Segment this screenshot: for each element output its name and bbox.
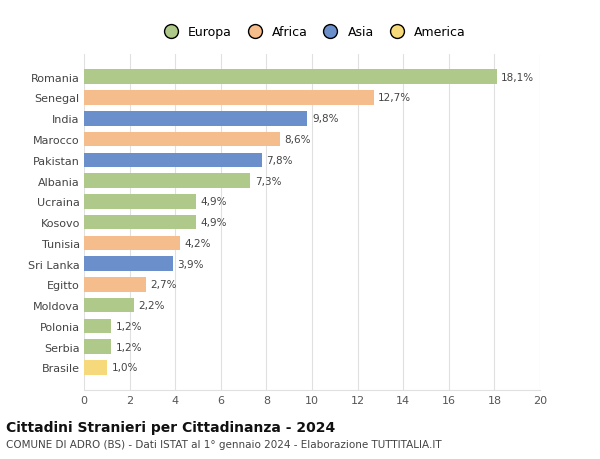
Text: 9,8%: 9,8% — [312, 114, 338, 124]
Text: 4,9%: 4,9% — [200, 197, 227, 207]
Text: 18,1%: 18,1% — [501, 73, 535, 83]
Bar — [84, 278, 146, 292]
Bar — [84, 257, 173, 271]
Text: 4,2%: 4,2% — [184, 238, 211, 248]
Text: 7,8%: 7,8% — [266, 156, 293, 165]
Text: 3,9%: 3,9% — [178, 259, 204, 269]
Bar — [84, 112, 307, 126]
Text: 8,6%: 8,6% — [284, 135, 311, 145]
Bar — [84, 340, 112, 354]
Text: 4,9%: 4,9% — [200, 218, 227, 228]
Bar — [84, 174, 250, 189]
Bar — [84, 236, 180, 251]
Text: 2,2%: 2,2% — [139, 301, 165, 310]
Text: 1,2%: 1,2% — [116, 321, 142, 331]
Bar — [84, 70, 497, 85]
Text: 2,7%: 2,7% — [150, 280, 176, 290]
Text: 1,2%: 1,2% — [116, 342, 142, 352]
Text: 7,3%: 7,3% — [255, 176, 281, 186]
Text: 1,0%: 1,0% — [112, 363, 138, 373]
Bar — [84, 298, 134, 313]
Bar — [84, 195, 196, 209]
Bar — [84, 91, 374, 106]
Text: 12,7%: 12,7% — [378, 93, 411, 103]
Text: COMUNE DI ADRO (BS) - Dati ISTAT al 1° gennaio 2024 - Elaborazione TUTTITALIA.IT: COMUNE DI ADRO (BS) - Dati ISTAT al 1° g… — [6, 440, 442, 449]
Bar — [84, 133, 280, 147]
Bar — [84, 319, 112, 334]
Text: Cittadini Stranieri per Cittadinanza - 2024: Cittadini Stranieri per Cittadinanza - 2… — [6, 420, 335, 435]
Bar — [84, 153, 262, 168]
Bar — [84, 360, 107, 375]
Legend: Europa, Africa, Asia, America: Europa, Africa, Asia, America — [153, 21, 471, 44]
Bar — [84, 215, 196, 230]
